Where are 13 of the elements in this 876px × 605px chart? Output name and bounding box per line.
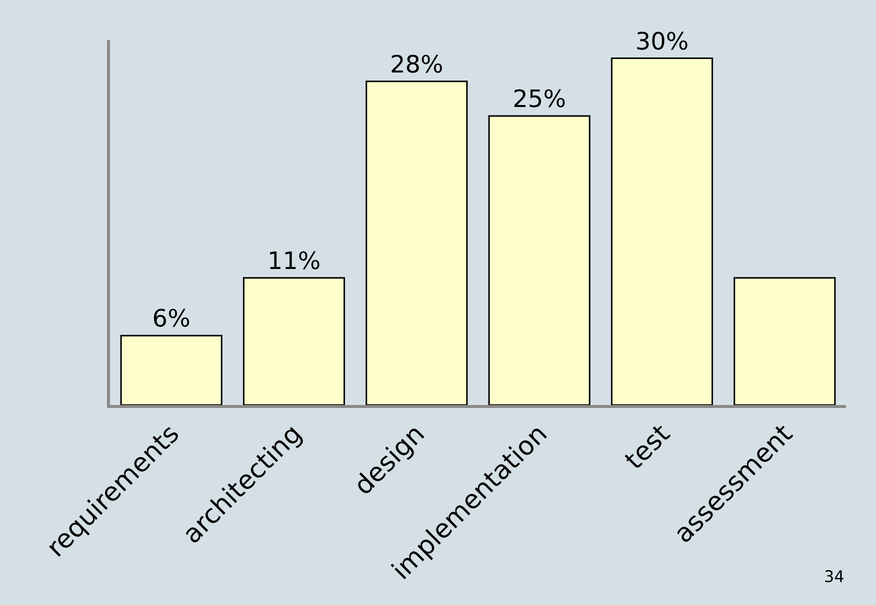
data-label: 25%: [512, 85, 566, 114]
bar: [488, 115, 590, 405]
data-label: 6%: [152, 304, 190, 333]
bar: [734, 277, 836, 405]
data-label: 28%: [390, 50, 444, 78]
bar: [366, 80, 468, 405]
data-label: 11%: [267, 246, 321, 275]
bar: [120, 334, 222, 405]
bar: [242, 277, 346, 405]
x-tick-label: test: [620, 419, 676, 476]
bar: [610, 58, 714, 405]
text: 34: [824, 567, 844, 586]
data-label: 30%: [635, 27, 689, 56]
